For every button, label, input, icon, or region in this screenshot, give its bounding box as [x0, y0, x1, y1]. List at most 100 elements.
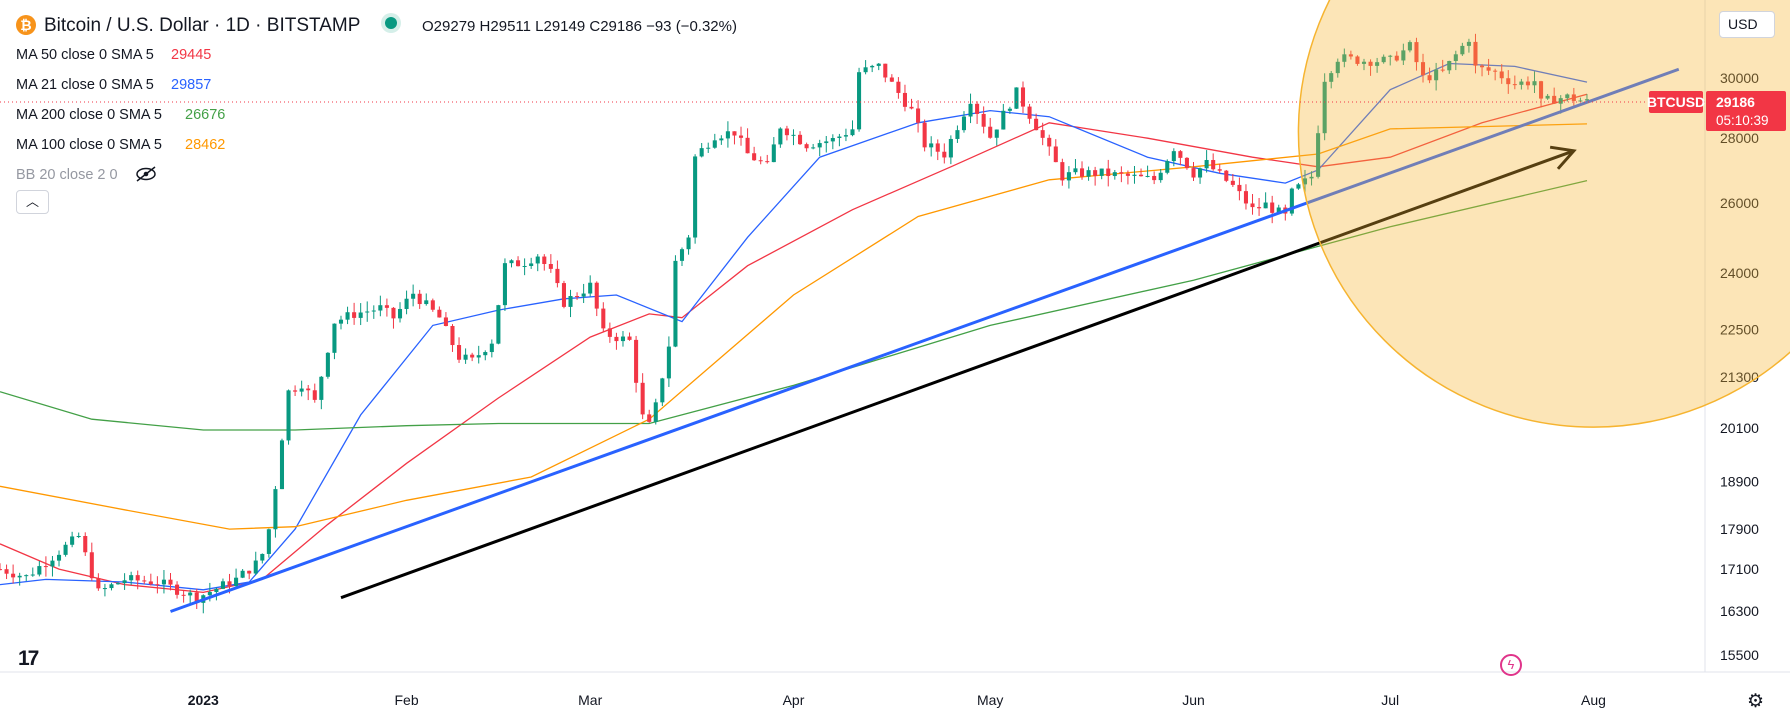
candle-body — [1270, 202, 1275, 213]
candle-body — [122, 580, 127, 584]
candle-body — [1224, 170, 1229, 181]
candle-body — [699, 148, 704, 157]
candle-body — [437, 309, 442, 318]
y-tick-label: 28000 — [1720, 130, 1759, 146]
candle-body — [358, 312, 363, 318]
candle-body — [161, 579, 166, 585]
x-tick-label: Jul — [1381, 692, 1399, 708]
candle-body — [352, 312, 357, 318]
indicator-value: 26676 — [185, 107, 225, 123]
flash-icon[interactable]: ϟ — [1500, 654, 1522, 676]
candle-body — [1007, 108, 1012, 111]
candle-body — [725, 131, 730, 139]
candle-body — [470, 354, 475, 358]
candle-body — [378, 305, 383, 311]
candle-body — [778, 128, 783, 145]
candle-body — [1414, 42, 1419, 63]
candle-body — [837, 136, 842, 139]
tradingview-logo-icon[interactable]: 17 — [18, 647, 39, 670]
candle-body — [1014, 87, 1019, 109]
candle-body — [424, 300, 429, 305]
price-countdown: 05:10:39 — [1716, 113, 1769, 128]
candle-body — [1571, 94, 1576, 101]
candle-body — [1001, 110, 1006, 130]
candle-body — [1178, 151, 1183, 158]
candle-body — [450, 325, 455, 346]
chart-grid — [0, 0, 1790, 673]
y-tick-label: 17900 — [1720, 521, 1759, 537]
candle-body — [476, 355, 481, 358]
candle-body — [942, 151, 947, 158]
candle-body — [1407, 42, 1412, 51]
candle-body — [765, 161, 770, 163]
candle-body — [384, 305, 389, 308]
indicator-label: MA 50 close 0 SMA 5 — [16, 47, 154, 63]
candle-body — [902, 92, 907, 107]
candle-body — [496, 305, 501, 344]
candle-body — [0, 569, 3, 571]
candle-body — [955, 130, 960, 139]
candle-body — [463, 354, 468, 360]
candle-body — [1578, 100, 1583, 102]
highlight-circle — [1297, 0, 1790, 428]
candle-body — [981, 113, 986, 127]
trend-line — [169, 67, 1680, 613]
trend-arrow-head — [1549, 145, 1577, 170]
y-tick-label: 26000 — [1720, 195, 1759, 211]
candle-body — [1086, 170, 1091, 177]
candle-body — [719, 138, 724, 141]
candle-body — [535, 256, 540, 264]
candle-body — [738, 135, 744, 138]
candle-body — [929, 143, 934, 148]
candle-body — [214, 588, 219, 593]
candle-body — [1230, 180, 1235, 185]
candle-body — [293, 390, 298, 392]
gear-icon[interactable]: ⚙ — [1747, 691, 1765, 712]
candle-body — [102, 588, 107, 590]
bitcoin-logo-icon: ₿ — [16, 15, 36, 35]
candle-body — [109, 584, 114, 589]
candle-body — [96, 578, 101, 589]
candle-body — [116, 583, 121, 585]
candle-body — [640, 382, 645, 415]
candle-body — [1519, 81, 1524, 85]
candle-body — [338, 319, 344, 324]
candle-body — [1394, 55, 1399, 61]
candle-body — [830, 138, 835, 142]
candle-body — [181, 594, 186, 596]
candle-body — [614, 336, 619, 342]
eye-shape — [136, 167, 156, 181]
candle-body — [404, 298, 409, 309]
ma-line-ma-200 — [0, 179, 1588, 431]
candle-body — [745, 137, 750, 154]
candle-body — [1204, 160, 1209, 169]
candle-body — [234, 577, 239, 587]
y-tick-label: 21300 — [1720, 369, 1759, 385]
candle-body — [673, 260, 678, 347]
candle-body — [279, 440, 285, 490]
candle-body — [811, 147, 816, 149]
candle-body — [1558, 98, 1563, 104]
candle-body — [1466, 41, 1471, 46]
candle-body — [922, 122, 927, 148]
candle-body — [679, 249, 685, 261]
candle-body — [266, 529, 271, 554]
candle-body — [896, 81, 901, 93]
candle-body — [1165, 161, 1170, 173]
candle-body — [76, 536, 81, 538]
candle-body — [1381, 56, 1386, 63]
symbol-tag-label: BTCUSD — [1647, 94, 1705, 110]
collapse-legend-button[interactable]: ︿ — [16, 190, 49, 214]
candle-body — [1539, 81, 1544, 99]
trend-arrow — [340, 149, 1575, 600]
candle-body — [1257, 207, 1262, 209]
candle-body — [1106, 168, 1111, 177]
ohlc-values: O29279 H29511 L29149 C29186 −93 (−0.32%) — [422, 18, 737, 35]
candle-body — [135, 575, 140, 581]
candle-body — [1073, 168, 1078, 173]
candle-body — [804, 144, 809, 149]
currency-selector[interactable]: USD — [1719, 11, 1775, 38]
time-axis: 2023 Feb Mar Apr May Jun Jul Aug — [188, 692, 1606, 708]
